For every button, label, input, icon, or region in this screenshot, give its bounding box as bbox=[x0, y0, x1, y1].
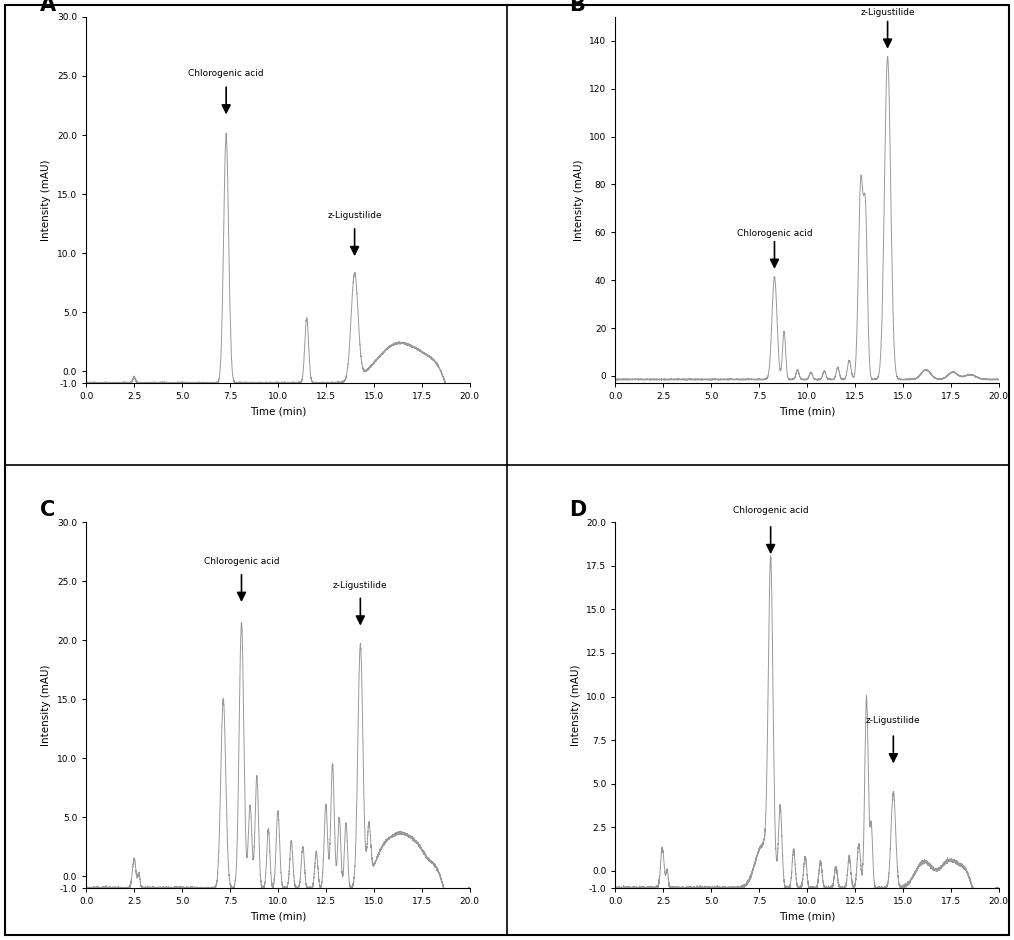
Text: C: C bbox=[41, 500, 56, 520]
Text: B: B bbox=[569, 0, 585, 15]
Text: Chlorogenic acid: Chlorogenic acid bbox=[204, 557, 279, 566]
Y-axis label: Intensity (mAU): Intensity (mAU) bbox=[42, 665, 52, 746]
Text: Chlorogenic acid: Chlorogenic acid bbox=[736, 228, 812, 238]
X-axis label: Time (min): Time (min) bbox=[779, 407, 836, 416]
X-axis label: Time (min): Time (min) bbox=[249, 407, 306, 416]
Text: z-Ligustilide: z-Ligustilide bbox=[333, 581, 387, 589]
X-axis label: Time (min): Time (min) bbox=[779, 912, 836, 922]
Text: z-Ligustilide: z-Ligustilide bbox=[866, 715, 921, 725]
Y-axis label: Intensity (mAU): Intensity (mAU) bbox=[571, 665, 581, 746]
Text: z-Ligustilide: z-Ligustilide bbox=[328, 212, 382, 220]
Text: z-Ligustilide: z-Ligustilide bbox=[860, 8, 915, 18]
Text: A: A bbox=[41, 0, 57, 15]
Text: D: D bbox=[569, 500, 586, 520]
Y-axis label: Intensity (mAU): Intensity (mAU) bbox=[574, 159, 583, 241]
Text: Chlorogenic acid: Chlorogenic acid bbox=[189, 70, 264, 78]
X-axis label: Time (min): Time (min) bbox=[249, 912, 306, 922]
Y-axis label: Intensity (mAU): Intensity (mAU) bbox=[42, 159, 52, 241]
Text: Chlorogenic acid: Chlorogenic acid bbox=[733, 507, 808, 515]
